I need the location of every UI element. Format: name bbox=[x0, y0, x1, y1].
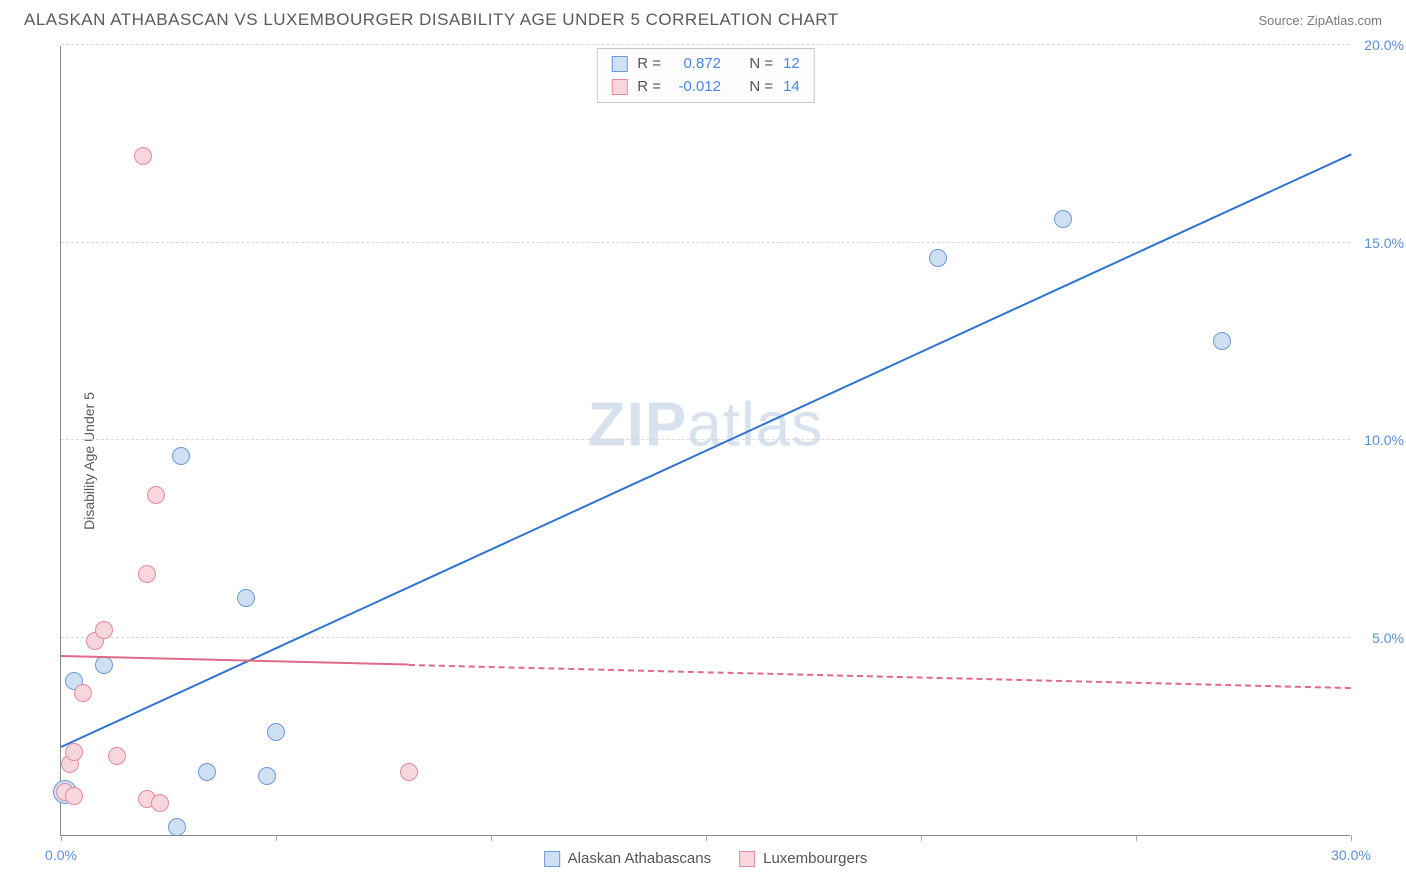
data-point-alaskan bbox=[95, 656, 113, 674]
gridline-h bbox=[61, 439, 1350, 440]
legend-item-2: Luxembourgers bbox=[739, 850, 867, 867]
swatch-series-1 bbox=[611, 56, 627, 72]
data-point-alaskan bbox=[929, 249, 947, 267]
data-point-lux bbox=[108, 747, 126, 765]
data-point-lux bbox=[65, 743, 83, 761]
data-point-alaskan bbox=[258, 767, 276, 785]
x-tick bbox=[706, 835, 707, 841]
data-point-lux bbox=[74, 684, 92, 702]
y-tick-label: 5.0% bbox=[1372, 630, 1404, 646]
data-point-lux bbox=[400, 763, 418, 781]
data-point-lux bbox=[138, 565, 156, 583]
x-tick bbox=[61, 835, 62, 841]
data-point-alaskan bbox=[198, 763, 216, 781]
legend-item-1: Alaskan Athabascans bbox=[544, 850, 711, 867]
data-point-alaskan bbox=[1213, 332, 1231, 350]
data-point-lux bbox=[151, 794, 169, 812]
stats-row-2: R = -0.012 N = 14 bbox=[611, 76, 800, 99]
data-point-alaskan bbox=[267, 723, 285, 741]
legend-swatch-2 bbox=[739, 851, 755, 867]
legend: Alaskan Athabascans Luxembourgers bbox=[544, 850, 868, 867]
y-tick-label: 10.0% bbox=[1364, 432, 1404, 448]
legend-label-2: Luxembourgers bbox=[763, 850, 867, 867]
y-tick-label: 15.0% bbox=[1364, 235, 1404, 251]
stats-row-1: R = 0.872 N = 12 bbox=[611, 53, 800, 76]
x-tick bbox=[921, 835, 922, 841]
x-tick bbox=[1351, 835, 1352, 841]
data-point-alaskan bbox=[168, 818, 186, 836]
data-point-lux bbox=[147, 486, 165, 504]
gridline-h bbox=[61, 44, 1350, 45]
x-tick-label: 0.0% bbox=[45, 847, 77, 863]
gridline-h bbox=[61, 637, 1350, 638]
chart-title: ALASKAN ATHABASCAN VS LUXEMBOURGER DISAB… bbox=[24, 10, 839, 30]
data-point-alaskan bbox=[237, 589, 255, 607]
chart-source: Source: ZipAtlas.com bbox=[1258, 13, 1382, 28]
data-point-lux bbox=[134, 147, 152, 165]
x-tick bbox=[276, 835, 277, 841]
x-tick bbox=[1136, 835, 1137, 841]
data-point-lux bbox=[95, 621, 113, 639]
stats-box: R = 0.872 N = 12 R = -0.012 N = 14 bbox=[596, 48, 815, 103]
y-tick-label: 20.0% bbox=[1364, 37, 1404, 53]
x-tick-label: 30.0% bbox=[1331, 847, 1371, 863]
chart-container: Disability Age Under 5 ZIPatlas R = 0.87… bbox=[24, 46, 1382, 876]
data-point-alaskan bbox=[1054, 210, 1072, 228]
trend-line bbox=[409, 664, 1351, 689]
trend-line bbox=[61, 655, 409, 666]
swatch-series-2 bbox=[611, 79, 627, 95]
x-tick bbox=[491, 835, 492, 841]
data-point-alaskan bbox=[172, 447, 190, 465]
data-point-lux bbox=[65, 787, 83, 805]
legend-label-1: Alaskan Athabascans bbox=[568, 850, 711, 867]
plot-area: ZIPatlas R = 0.872 N = 12 R = -0.012 N =… bbox=[60, 46, 1350, 836]
legend-swatch-1 bbox=[544, 851, 560, 867]
chart-header: ALASKAN ATHABASCAN VS LUXEMBOURGER DISAB… bbox=[0, 0, 1406, 38]
